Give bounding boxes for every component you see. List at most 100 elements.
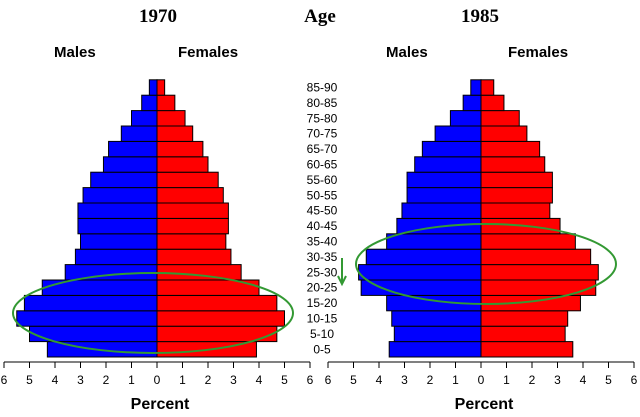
age-label-70-75: 70-75 — [307, 127, 338, 141]
bar-female-1970-35-40 — [156, 233, 227, 250]
bar-male-1985-5-10 — [393, 325, 482, 343]
bar-male-1985-35-40 — [386, 233, 482, 250]
x-tick-label-1985-8: 2 — [529, 373, 536, 387]
highlight-ellipse-1985 — [355, 223, 617, 305]
bar-female-1985-80-85 — [480, 94, 505, 112]
bar-male-1985-55-60 — [406, 171, 482, 189]
chart-title-1985: 1985 — [461, 6, 499, 27]
bar-male-1985-10-15 — [391, 310, 482, 327]
bar-male-1970-10-15 — [16, 310, 158, 327]
x-tick-label-1985-10: 4 — [580, 373, 587, 387]
bar-female-1985-50-55 — [480, 187, 553, 204]
x-tick-label-1985-12: 6 — [631, 373, 638, 387]
bar-female-1985-65-70 — [480, 140, 541, 158]
bar-female-1985-45-50 — [480, 202, 551, 219]
highlight-arrow — [337, 258, 347, 287]
x-tick-label-1970-8: 2 — [205, 373, 212, 387]
legend-females-1985: Females — [508, 44, 568, 61]
bar-male-1970-65-70 — [108, 140, 158, 158]
age-label-40-45: 40-45 — [307, 219, 338, 233]
age-label-65-70: 65-70 — [307, 142, 338, 156]
x-tick-label-1970-2: 4 — [52, 373, 59, 387]
x-tick-label-1970-6: 0 — [154, 373, 161, 387]
x-tick-label-1985-9: 3 — [554, 373, 561, 387]
highlight-ellipse-1970 — [12, 272, 294, 354]
bar-female-1985-85-90 — [480, 79, 495, 96]
bar-female-1970-75-80 — [156, 110, 186, 127]
bar-female-1970-45-50 — [156, 202, 229, 219]
x-tick-label-1970-7: 1 — [179, 373, 186, 387]
bar-male-1970-70-75 — [120, 125, 158, 142]
x-tick-label-1970-12: 6 — [307, 373, 314, 387]
highlight-layer — [12, 223, 617, 354]
x-tick-label-1985-1: 5 — [350, 373, 357, 387]
legend-males-1970: Males — [54, 44, 96, 61]
age-label-50-55: 50-55 — [307, 188, 338, 202]
age-label-20-25: 20-25 — [307, 281, 338, 295]
bar-female-1970-55-60 — [156, 171, 219, 189]
bar-female-1985-10-15 — [480, 310, 569, 327]
x-axis-label-1985: Percent — [455, 396, 514, 413]
x-tick-label-1985-5: 1 — [452, 373, 459, 387]
legend-females-1970: Females — [178, 44, 238, 61]
bars-layer — [16, 79, 599, 358]
bar-male-1970-85-90 — [148, 79, 158, 96]
x-tick-label-1970-9: 3 — [230, 373, 237, 387]
age-label-0-5: 0-5 — [313, 342, 331, 356]
age-label-30-35: 30-35 — [307, 250, 338, 264]
bar-female-1970-85-90 — [156, 79, 166, 96]
bar-male-1985-70-75 — [434, 125, 482, 142]
bar-female-1985-25-30 — [480, 264, 599, 281]
bar-male-1970-50-55 — [82, 187, 158, 204]
bar-female-1985-35-40 — [480, 233, 576, 250]
bar-female-1985-60-65 — [480, 156, 546, 173]
bar-male-1970-60-65 — [102, 156, 158, 173]
legend-males-1985: Males — [386, 44, 428, 61]
bar-male-1970-35-40 — [80, 233, 158, 250]
x-tick-label-1970-4: 2 — [103, 373, 110, 387]
age-header: Age — [304, 6, 336, 27]
age-label-35-40: 35-40 — [307, 235, 338, 249]
bar-female-1970-30-35 — [156, 248, 232, 266]
age-label-45-50: 45-50 — [307, 204, 338, 218]
bar-female-1970-60-65 — [156, 156, 209, 173]
bar-male-1970-40-45 — [77, 217, 158, 235]
age-label-55-60: 55-60 — [307, 173, 338, 187]
bar-female-1970-15-20 — [156, 294, 278, 312]
bar-male-1985-25-30 — [358, 264, 482, 281]
bar-male-1970-55-60 — [90, 171, 158, 189]
bar-male-1985-45-50 — [401, 202, 482, 219]
bar-male-1985-50-55 — [406, 187, 482, 204]
bar-female-1985-5-10 — [480, 325, 566, 343]
x-tick-label-1985-2: 4 — [376, 373, 383, 387]
age-label-85-90: 85-90 — [307, 81, 338, 95]
x-tick-label-1985-11: 5 — [605, 373, 612, 387]
x-tick-label-1985-7: 1 — [503, 373, 510, 387]
bar-female-1970-70-75 — [156, 125, 194, 142]
age-label-10-15: 10-15 — [307, 312, 338, 326]
age-label-5-10: 5-10 — [310, 327, 334, 341]
bar-female-1970-10-15 — [156, 310, 285, 327]
bar-female-1985-70-75 — [480, 125, 528, 142]
x-tick-label-1985-3: 3 — [401, 373, 408, 387]
bar-male-1985-65-70 — [421, 140, 482, 158]
bar-male-1985-75-80 — [449, 110, 482, 127]
bar-female-1985-55-60 — [480, 171, 553, 189]
bar-female-1985-75-80 — [480, 110, 520, 127]
bar-female-1985-30-35 — [480, 248, 592, 266]
bar-female-1970-50-55 — [156, 187, 224, 204]
bar-female-1985-0-5 — [480, 341, 574, 358]
x-tick-label-1985-0: 6 — [325, 373, 332, 387]
x-axis-label-1970: Percent — [131, 396, 190, 413]
age-label-75-80: 75-80 — [307, 111, 338, 125]
age-label-15-20: 15-20 — [307, 296, 338, 310]
x-tick-label-1970-10: 4 — [256, 373, 263, 387]
bar-male-1970-75-80 — [131, 110, 158, 127]
bar-male-1985-60-65 — [414, 156, 482, 173]
age-label-25-30: 25-30 — [307, 265, 338, 279]
x-tick-label-1985-6: 0 — [478, 373, 485, 387]
bar-male-1985-85-90 — [470, 79, 482, 96]
